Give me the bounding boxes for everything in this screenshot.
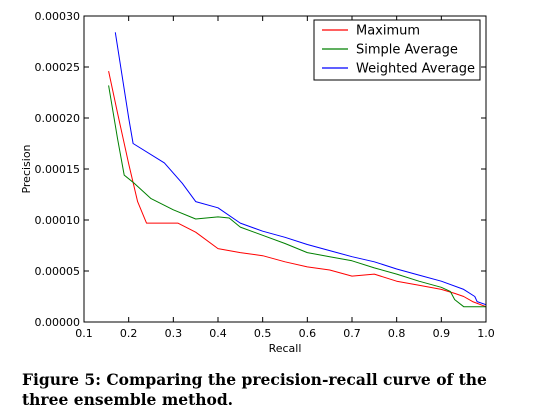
y-tick-label: 0.00005 <box>35 265 81 278</box>
precision-recall-chart: 0.00000 0.00005 0.00010 0.00015 0.00020 0.000… <box>20 10 495 355</box>
y-tick-label: 0.00020 <box>35 112 81 125</box>
x-tick-label: 0.7 <box>343 327 361 340</box>
x-tick-label: 1.0 <box>477 327 495 340</box>
y-tick-label: 0.00015 <box>35 163 81 176</box>
plot-area-frame <box>83 15 487 323</box>
x-tick-label: 0.5 <box>254 327 272 340</box>
y-tick-label: 0.00010 <box>35 214 81 227</box>
series-line-simple-average <box>108 85 486 308</box>
figure-caption: Figure 5: Comparing the precision-recall… <box>22 370 487 409</box>
legend: Maximum Simple Average Weighted Average <box>313 19 481 81</box>
legend-label-weighted-average: Weighted Average <box>356 62 475 77</box>
series-line-maximum <box>108 70 487 308</box>
legend-label-maximum: Maximum <box>356 24 420 39</box>
x-tick-label: 0.3 <box>165 327 183 340</box>
x-tick-label: 0.9 <box>433 327 451 340</box>
legend-label-simple-average: Simple Average <box>356 43 458 58</box>
x-tick-label: 0.6 <box>299 327 317 340</box>
x-tick-label: 0.8 <box>388 327 406 340</box>
y-axis-label: Precision <box>20 144 33 193</box>
series-line-weighted-average <box>114 32 487 306</box>
x-tick-label: 0.4 <box>209 327 227 340</box>
x-tick-label: 0.1 <box>75 327 93 340</box>
y-tick-label: 0.00025 <box>35 61 81 74</box>
x-axis-label: Recall <box>269 342 302 355</box>
y-tick-label: 0.00030 <box>35 10 81 23</box>
x-tick-label: 0.2 <box>120 327 138 340</box>
y-tick-label: 0.00000 <box>35 316 81 329</box>
